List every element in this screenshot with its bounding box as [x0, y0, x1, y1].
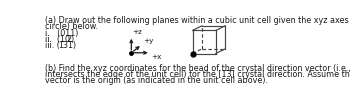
Text: 2̅): 2̅) [66, 35, 75, 44]
Text: circle) below.: circle) below. [45, 22, 98, 31]
Text: +x: +x [152, 54, 162, 60]
Text: +z: +z [132, 29, 142, 35]
Text: vector is the origin (as indicated in the unit cell above).: vector is the origin (as indicated in th… [45, 76, 268, 85]
Text: 1̅31̅): 1̅31̅) [58, 41, 77, 50]
Text: intersects the edge of the unit cell) for the [1̅3̅] crystal direction. Assume t: intersects the edge of the unit cell) fo… [45, 70, 350, 79]
Text: iii. (: iii. ( [45, 41, 60, 50]
Text: +y: +y [143, 38, 153, 44]
Text: (b) Find the xyz coordinates for the head of the crystal direction vector (i.e.,: (b) Find the xyz coordinates for the hea… [45, 63, 350, 73]
Text: ii.  (10: ii. (10 [45, 35, 70, 44]
Text: i.   (011): i. (011) [45, 29, 79, 38]
Text: (a) Draw out the following planes within a cubic unit cell given the xyz axes an: (a) Draw out the following planes within… [45, 16, 350, 25]
